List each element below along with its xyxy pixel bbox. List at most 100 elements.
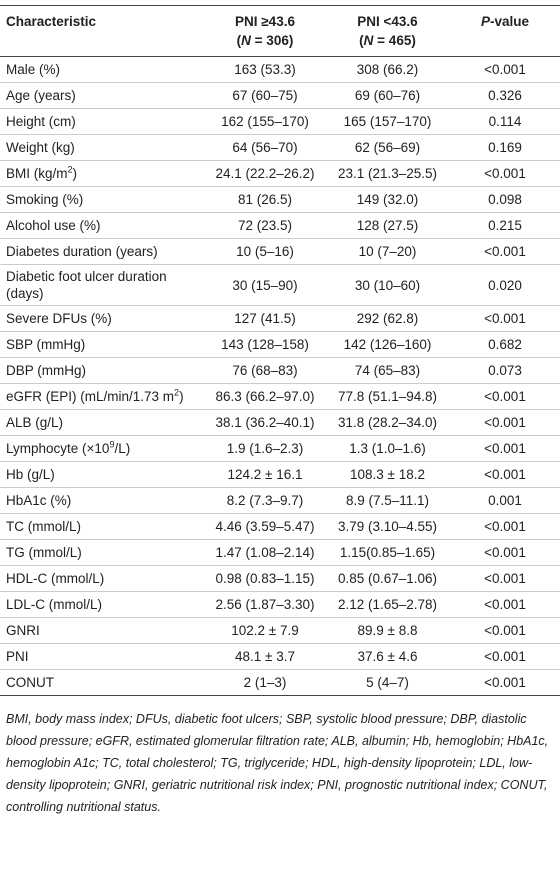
cell: 2.12 (1.65–2.78) xyxy=(325,591,450,618)
cell: 0.020 xyxy=(450,264,560,306)
cell-text: 0.001 xyxy=(488,493,522,508)
cell-text: <0.001 xyxy=(484,571,526,586)
cell-text: 3.79 (3.10–4.55) xyxy=(337,519,438,534)
text-segment: eGFR (EPI) (mL/min/1.73 m xyxy=(6,389,175,404)
row-label: CONUT xyxy=(0,669,205,696)
cell: 86.3 (66.2–97.0) xyxy=(205,383,325,410)
text-segment: N xyxy=(363,33,374,48)
table-row: HDL-C (mmol/L) 0.98 (0.83–1.15) 0.85 (0.67… xyxy=(0,565,560,592)
text-segment: ( xyxy=(359,33,364,48)
text-segment: = 306) xyxy=(250,33,294,48)
cell-text: PNI ≥43.6 xyxy=(235,14,295,29)
table-row: CONUT 2 (1–3) 5 (4–7) <0.001 xyxy=(0,669,560,696)
cell: 0.169 xyxy=(450,134,560,161)
row-label: TC (mmol/L) xyxy=(0,513,205,540)
text-segment: /L) xyxy=(114,441,131,456)
header-row: Characteristic PNI ≥43.6 (N = 306) PNI <43.… xyxy=(0,5,560,57)
row-label: HbA1c (%) xyxy=(0,487,205,514)
cell-text: CONUT xyxy=(6,675,54,690)
text-segment: P xyxy=(480,14,490,29)
row-label: SBP (mmHg) xyxy=(0,331,205,358)
cell: 292 (62.8) xyxy=(325,305,450,332)
text-segment: ( xyxy=(236,33,242,48)
table-row: PNI 48.1 ± 3.7 37.6 ± 4.6 <0.001 xyxy=(0,643,560,670)
table-row: eGFR (EPI) (mL/min/1.73 m2) 86.3 (66.2–97… xyxy=(0,383,560,410)
table-row: TC (mmol/L) 4.46 (3.59–5.47) 3.79 (3.10–4.… xyxy=(0,513,560,540)
cell: 48.1 ± 3.7 xyxy=(205,643,325,670)
cell: <0.001 xyxy=(450,238,560,265)
row-label: Hb (g/L) xyxy=(0,461,205,488)
cell: 2.56 (1.87–3.30) xyxy=(205,591,325,618)
cell-text: Severe DFUs (%) xyxy=(6,311,112,326)
cell: 10 (7–20) xyxy=(325,238,450,265)
text-segment: BMI (kg/m xyxy=(6,166,68,181)
table-row: Height (cm) 162 (155–170) 165 (157–170) 0.1… xyxy=(0,108,560,135)
table-row: TG (mmol/L) 1.47 (1.08–2.14) 1.15(0.85–1.6… xyxy=(0,539,560,566)
cell: <0.001 xyxy=(450,643,560,670)
cell-text: 2.12 (1.65–2.78) xyxy=(337,597,438,612)
cell-text: 89.9 ± 8.8 xyxy=(357,623,418,638)
cell-text: <0.001 xyxy=(484,311,526,326)
row-label: Severe DFUs (%) xyxy=(0,305,205,332)
cell: 0.215 xyxy=(450,212,560,239)
cell: 72 (23.5) xyxy=(205,212,325,239)
cell-text: 0.682 xyxy=(488,337,522,352)
cell-text: 165 (157–170) xyxy=(343,114,432,129)
cell-text: 0.326 xyxy=(488,88,522,103)
cell-text: 0.169 xyxy=(488,140,522,155)
cell-text: PNI xyxy=(6,649,29,664)
row-label: Lymphocyte (×109/L) xyxy=(0,435,205,462)
cell-text: 30 (10–60) xyxy=(354,277,421,293)
header-line: PNI <43.6 xyxy=(329,12,446,31)
row-label: TG (mmol/L) xyxy=(0,539,205,566)
cell: <0.001 xyxy=(450,435,560,462)
cell: <0.001 xyxy=(450,565,560,592)
header-line: (N = 465) xyxy=(329,31,446,50)
cell-text: DBP (mmHg) xyxy=(6,363,87,378)
column-header: PNI ≥43.6 (N = 306) xyxy=(205,5,325,57)
cell: 0.001 xyxy=(450,487,560,514)
cell: <0.001 xyxy=(450,160,560,187)
cell-text: 1.47 (1.08–2.14) xyxy=(215,545,315,560)
cell-text: 76 (68–83) xyxy=(232,363,298,378)
row-label: Alcohol use (%) xyxy=(0,212,205,239)
cell: <0.001 xyxy=(450,409,560,436)
cell-text: 37.6 ± 4.6 xyxy=(357,649,418,664)
text-segment: 2 xyxy=(174,387,180,398)
cell-text: 1.15(0.85–1.65) xyxy=(339,545,436,560)
table-row: Severe DFUs (%) 127 (41.5) 292 (62.8) <0.00… xyxy=(0,305,560,332)
cell-text: 72 (23.5) xyxy=(237,218,293,233)
table-row: BMI (kg/m2) 24.1 (22.2–26.2) 23.1 (21.3–25… xyxy=(0,160,560,187)
cell-text: 74 (65–83) xyxy=(354,363,421,378)
cell: 0.114 xyxy=(450,108,560,135)
table-row: Smoking (%) 81 (26.5) 149 (32.0) 0.098 xyxy=(0,186,560,213)
cell: 30 (10–60) xyxy=(325,264,450,306)
cell: 0.326 xyxy=(450,82,560,109)
table-row: Hb (g/L) 124.2 ± 16.1 108.3 ± 18.2 <0.001 xyxy=(0,461,560,488)
cell: 1.47 (1.08–2.14) xyxy=(205,539,325,566)
cell: 149 (32.0) xyxy=(325,186,450,213)
cell-text: Age (years) xyxy=(6,88,76,103)
cell-text: Smoking (%) xyxy=(6,192,84,207)
table-row: DBP (mmHg) 76 (68–83) 74 (65–83) 0.073 xyxy=(0,357,560,384)
text-segment: 9 xyxy=(109,439,115,450)
cell: 81 (26.5) xyxy=(205,186,325,213)
cell-text: 48.1 ± 3.7 xyxy=(235,649,295,664)
header-line: P-value xyxy=(454,12,556,31)
cell-text: <0.001 xyxy=(484,441,526,456)
cell: 76 (68–83) xyxy=(205,357,325,384)
row-label: Age (years) xyxy=(0,82,205,109)
cell-text: HbA1c (%) xyxy=(6,493,72,508)
table-row: Diabetes duration (years) 10 (5–16) 10 (7–… xyxy=(0,238,560,265)
cell-text: <0.001 xyxy=(484,244,526,259)
text-segment: ) xyxy=(72,166,78,181)
column-header: P-value xyxy=(450,5,560,57)
cell: 67 (60–75) xyxy=(205,82,325,109)
cell-text: Characteristic xyxy=(6,14,97,29)
cell: 89.9 ± 8.8 xyxy=(325,617,450,644)
cell-text: Male (%) xyxy=(6,62,61,77)
row-label: GNRI xyxy=(0,617,205,644)
cell-text: <0.001 xyxy=(484,545,526,560)
cell-text: 0.020 xyxy=(488,277,522,293)
cell-text: <0.001 xyxy=(484,467,526,482)
